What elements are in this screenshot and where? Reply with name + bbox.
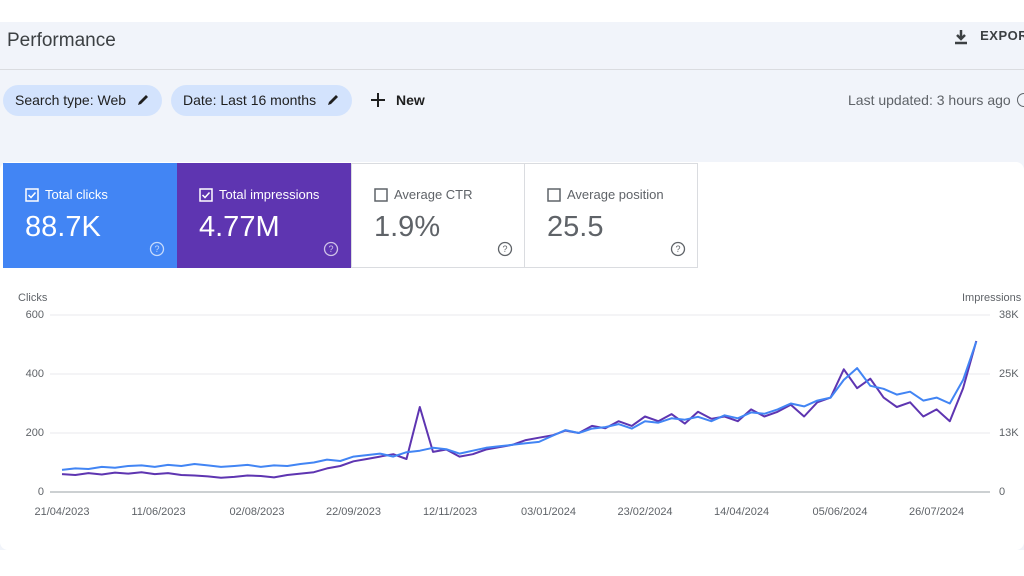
x-tick-label: 26/07/2024	[909, 506, 964, 518]
edit-icon	[137, 95, 148, 105]
x-tick-label: 05/06/2024	[812, 506, 867, 518]
metric-label: Average position	[567, 187, 664, 202]
series-line	[61, 340, 978, 479]
last-updated: Last updated: 3 hours ago	[848, 85, 1024, 116]
x-tick-label: 22/09/2023	[326, 506, 381, 518]
metric-card[interactable]: Total clicks 88.7K ?	[3, 163, 177, 268]
y-axis-title: Clicks	[18, 292, 48, 304]
y-tick-label: 200	[26, 427, 44, 439]
help-icon: ?	[497, 241, 513, 257]
y-tick-label: 400	[26, 368, 44, 380]
y2-tick-label: 13K	[999, 427, 1019, 439]
y2-tick-label: 0	[999, 486, 1005, 498]
help-icon: ?	[670, 241, 686, 257]
y2-tick-label: 25K	[999, 368, 1019, 380]
svg-text:?: ?	[328, 244, 333, 254]
new-filter-button[interactable]: New	[370, 85, 425, 116]
y-tick-label: 0	[38, 486, 44, 498]
help-icon: ?	[149, 241, 165, 257]
new-label: New	[396, 92, 425, 108]
download-icon	[955, 30, 967, 45]
divider	[0, 69, 1024, 70]
x-tick-label: 02/08/2023	[229, 506, 284, 518]
metric-label: Total impressions	[219, 187, 320, 202]
page-title: Performance	[7, 30, 116, 51]
plus-icon	[371, 93, 385, 107]
checkbox-checked	[25, 188, 39, 202]
date-chip[interactable]: Date: Last 16 months	[171, 85, 352, 116]
metric-card[interactable]: Average position 25.5 ?	[524, 163, 698, 268]
metric-value: 1.9%	[374, 211, 441, 243]
svg-text:?: ?	[154, 244, 159, 254]
svg-text:?: ?	[502, 244, 507, 254]
series-line	[61, 341, 978, 471]
checkbox	[547, 188, 561, 202]
metric-value: 88.7K	[25, 211, 101, 243]
metric-card[interactable]: Average CTR 1.9% ?	[351, 163, 525, 268]
svg-text:?: ?	[675, 244, 680, 254]
help-icon: ?	[323, 241, 339, 257]
metric-label: Total clicks	[45, 187, 108, 202]
last-updated-text: Last updated: 3 hours ago	[848, 92, 1011, 108]
y2-tick-label: 38K	[999, 309, 1019, 321]
x-tick-label: 21/04/2023	[34, 506, 89, 518]
x-tick-label: 11/06/2023	[131, 506, 185, 518]
y-tick-label: 600	[26, 309, 44, 321]
chip-label: Date: Last 16 months	[183, 92, 317, 108]
checkbox-checked	[199, 188, 213, 202]
metric-label: Average CTR	[394, 187, 473, 202]
y2-axis-title: Impressions	[962, 292, 1022, 304]
checkbox	[374, 188, 388, 202]
x-tick-label: 03/01/2024	[521, 506, 576, 518]
metric-card[interactable]: Total impressions 4.77M ?	[177, 163, 351, 268]
performance-panel: Performance EXPORT Search type: Web Date…	[0, 22, 1024, 550]
search-type-chip[interactable]: Search type: Web	[3, 85, 162, 116]
edit-icon	[327, 95, 338, 105]
x-tick-label: 12/11/2023	[423, 506, 477, 518]
metric-value: 4.77M	[199, 211, 280, 243]
x-tick-label: 14/04/2024	[714, 506, 769, 518]
metric-value: 25.5	[547, 211, 604, 243]
chip-label: Search type: Web	[15, 92, 127, 108]
x-tick-label: 23/02/2024	[618, 506, 673, 518]
export-label: EXPORT	[980, 28, 1024, 44]
export-button[interactable]: EXPORT	[952, 28, 1024, 46]
